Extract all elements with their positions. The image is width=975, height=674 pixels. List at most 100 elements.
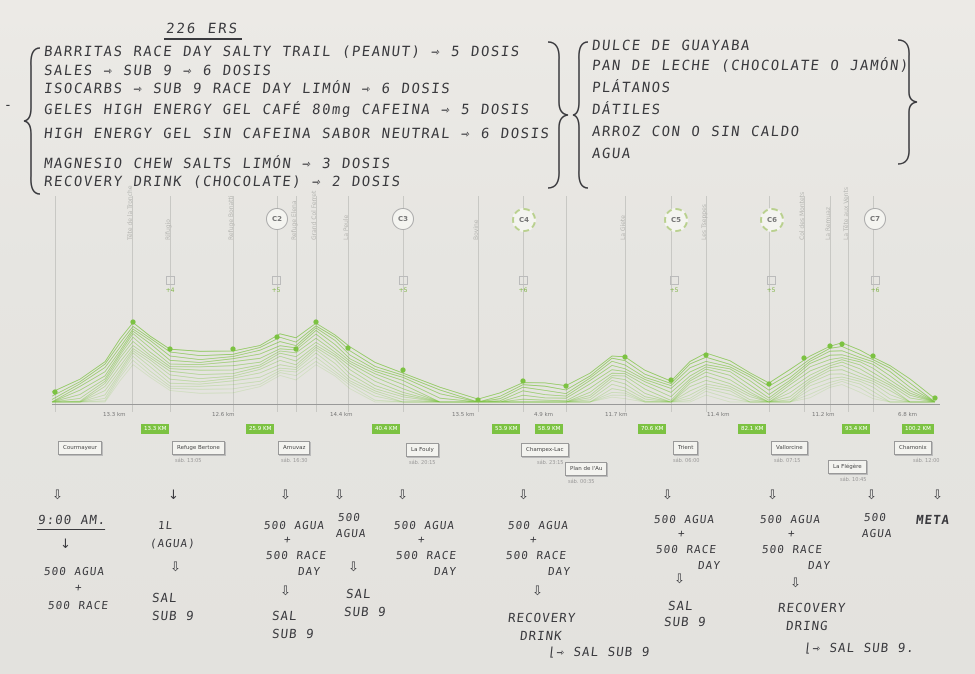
checkpoint-badge: C3 — [392, 208, 414, 230]
note-line: DAY — [297, 565, 322, 578]
profile-baseline — [52, 404, 940, 405]
down-arrow-icon: ⇩ — [532, 584, 543, 599]
location-time: sáb. 00:35 — [568, 479, 595, 485]
down-arrow-icon: ⇩ — [790, 576, 801, 591]
down-arrow-icon: ⇩ — [280, 584, 291, 599]
profile-contour-line — [51, 322, 936, 400]
note-line: 500 RACE — [655, 543, 718, 556]
down-arrow-icon: ⇩ — [52, 488, 63, 503]
down-arrow-icon: ⇩ — [518, 488, 529, 503]
profile-waypoint-dot — [801, 355, 807, 361]
note-line: ⌊⇾ SAL SUB 9 — [547, 644, 652, 659]
down-arrow-icon: ⇩ — [866, 488, 877, 503]
profile-waypoint-dot — [870, 353, 876, 359]
checkpoint-badge: C6 — [760, 208, 784, 232]
checkpoint-badge: C7 — [864, 208, 886, 230]
segment-distance: 14.4 km — [330, 412, 353, 418]
segment-distance: 11.7 km — [605, 412, 628, 418]
aid-marker: +5 — [666, 276, 682, 294]
note-line: SAL — [151, 590, 179, 605]
down-arrow-icon: ↓ — [60, 537, 71, 552]
location-label: Vallorcine — [771, 441, 808, 455]
note-line: DRING — [785, 618, 830, 633]
km-tag: 100.2 KM — [902, 424, 934, 434]
location-time: sáb. 23:15 — [537, 460, 564, 466]
profile-waypoint-dot — [313, 319, 319, 325]
profile-waypoint-dot — [230, 346, 236, 352]
profile-waypoint-dot — [130, 319, 136, 325]
km-tag: 70.6 KM — [638, 424, 667, 434]
down-arrow-icon: ⇩ — [280, 488, 291, 503]
profile-waypoint-dot — [345, 345, 351, 351]
note-line: + — [283, 533, 293, 546]
note-line: + — [74, 581, 84, 594]
note-line: ⌊⇾ SAL SUB 9. — [803, 640, 916, 655]
down-arrow-icon: ⇩ — [662, 488, 673, 503]
note-line: DAY — [807, 559, 832, 572]
location-label: Arnuvaz — [278, 441, 311, 455]
segment-distance: 13.5 km — [452, 412, 475, 418]
note-line: AGUA — [861, 527, 894, 540]
km-tag: 40.4 KM — [372, 424, 401, 434]
aid-marker: +5 — [268, 276, 284, 294]
note-line: SUB 9 — [343, 604, 388, 619]
note-line: DAY — [697, 559, 722, 572]
km-tag: 93.4 KM — [842, 424, 871, 434]
aid-marker-label: +5 — [271, 287, 281, 294]
aid-marker-label: +5 — [398, 287, 408, 294]
note-line: 500 — [863, 511, 888, 524]
aid-marker-label: +5 — [669, 287, 679, 294]
title-underline — [164, 38, 242, 40]
down-arrow-icon: ⇩ — [348, 560, 359, 575]
profile-contour-line — [52, 346, 935, 403]
location-time: sáb. 12:00 — [913, 458, 940, 464]
profile-contour-line — [51, 333, 936, 403]
segment-distance: 11.4 km — [707, 412, 730, 418]
aid-marker: +5 — [395, 276, 411, 294]
km-tag: 13.3 KM — [141, 424, 170, 434]
profile-contour-line — [52, 355, 935, 403]
segment-distance: 12.6 km — [212, 412, 235, 418]
note-line: 500 AGUA — [263, 519, 326, 532]
profile-waypoint-dot — [293, 346, 299, 352]
segment-distance: 13.3 km — [103, 412, 126, 418]
down-arrow-icon: ↓ — [168, 488, 179, 503]
location-label: Plan de l'Au — [565, 462, 608, 476]
aid-marker: +6 — [867, 276, 883, 294]
middle-brace — [547, 41, 569, 189]
segment-distance: 4.9 km — [534, 412, 554, 418]
profile-waypoint-dot — [563, 383, 569, 389]
aid-marker: +5 — [763, 276, 779, 294]
note-line: 500 RACE — [47, 599, 110, 612]
profile-waypoint-dot — [400, 367, 406, 373]
profile-contour-line — [51, 327, 936, 403]
km-tag: 82.1 KM — [738, 424, 767, 434]
profile-waypoint-dot — [52, 389, 58, 395]
profile-contour-line — [52, 359, 935, 403]
aid-marker-label: +6 — [518, 287, 528, 294]
right-closing-brace — [897, 39, 918, 165]
note-line: DAY — [433, 565, 458, 578]
note-line: 500 RACE — [761, 543, 824, 556]
note-line: 500 RACE — [265, 549, 328, 562]
note-line: SAL — [345, 586, 373, 601]
location-time: sáb. 13:05 — [175, 458, 202, 464]
profile-contour-line — [52, 352, 935, 403]
profile-waypoint-dot — [827, 343, 833, 349]
location-time: sáb. 10:45 — [840, 477, 867, 483]
note-line: 500 AGUA — [43, 565, 106, 578]
location-label: Courmayeur — [58, 441, 102, 455]
profile-waypoint-dot — [520, 378, 526, 384]
location-time: sáb. 16:30 — [281, 458, 308, 464]
note-line: 1L — [157, 519, 174, 532]
profile-waypoint-dot — [766, 381, 772, 387]
right-list-brace — [572, 41, 589, 189]
note-line: SAL — [271, 608, 299, 623]
down-arrow-icon: ⇩ — [334, 488, 345, 503]
aid-marker-label: +6 — [870, 287, 880, 294]
aid-marker-label: +4 — [165, 287, 175, 294]
location-time: sáb. 07:15 — [774, 458, 801, 464]
aid-marker: +4 — [162, 276, 178, 294]
km-tag: 53.9 KM — [492, 424, 521, 434]
